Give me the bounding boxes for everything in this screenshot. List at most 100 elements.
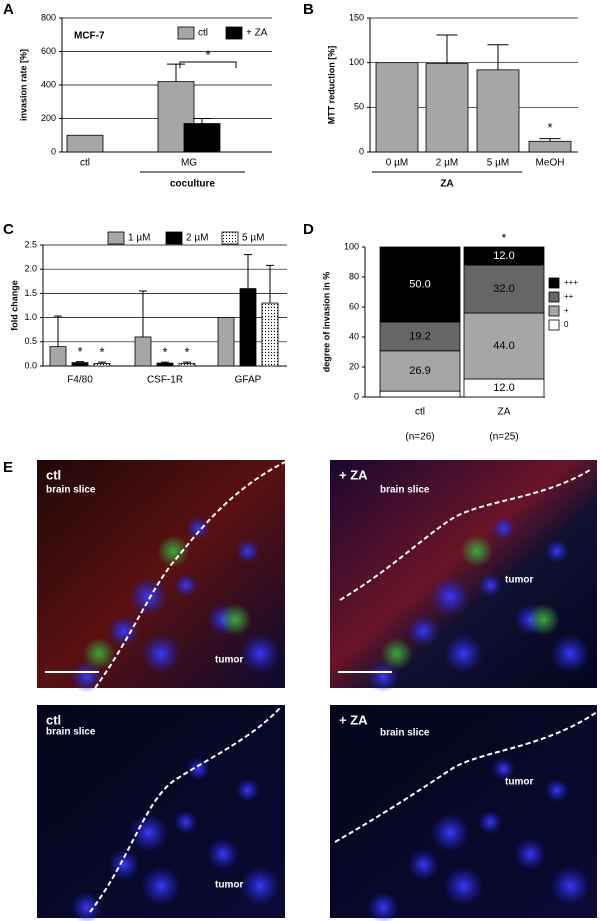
legend-swatch bbox=[177, 26, 195, 40]
cell-green bbox=[460, 535, 493, 568]
bar bbox=[217, 317, 235, 367]
cell bbox=[186, 516, 211, 541]
y-tick-label: 0 bbox=[354, 391, 359, 401]
cell bbox=[128, 812, 169, 853]
cell-green bbox=[527, 603, 560, 636]
legend-swatch bbox=[165, 231, 183, 245]
error-bar bbox=[193, 118, 211, 124]
bar-segment bbox=[463, 312, 545, 380]
y-tick-label: 150 bbox=[349, 12, 364, 22]
significance-bracket bbox=[179, 61, 237, 68]
cell bbox=[544, 539, 569, 564]
error-bar bbox=[167, 63, 185, 82]
bar bbox=[183, 123, 221, 153]
y-tick-label: 1.5 bbox=[24, 288, 37, 298]
y-axis-label: invasion rate [%] bbox=[18, 49, 28, 121]
y-tick-label: 2.0 bbox=[24, 264, 37, 274]
legend-swatch bbox=[548, 305, 560, 317]
significance: * bbox=[547, 120, 552, 135]
bar-segment bbox=[379, 390, 461, 398]
cell-green bbox=[219, 603, 252, 636]
region-label: tumor bbox=[505, 777, 533, 788]
cell bbox=[173, 573, 198, 598]
bar bbox=[528, 140, 572, 153]
cell bbox=[240, 633, 281, 674]
boundary bbox=[339, 469, 591, 601]
legend-label: + bbox=[564, 306, 569, 315]
region-label: brain slice bbox=[46, 727, 96, 738]
y-tick-label: 60 bbox=[349, 301, 359, 311]
cell bbox=[367, 891, 400, 921]
bar bbox=[239, 288, 257, 367]
value-label: 12.0 bbox=[493, 250, 514, 262]
cell bbox=[141, 866, 181, 907]
value-label: 26.9 bbox=[409, 365, 430, 377]
legend-swatch bbox=[548, 319, 560, 331]
bar bbox=[178, 363, 196, 367]
x-tick-label: F4/80 bbox=[67, 375, 93, 386]
legend-swatch bbox=[221, 231, 239, 245]
y-tick-label: 20 bbox=[349, 361, 359, 371]
x-tick-label: GFAP bbox=[235, 375, 262, 386]
y-tick-label: 2.5 bbox=[24, 239, 37, 249]
bar bbox=[476, 69, 520, 153]
legend-label: ++ bbox=[564, 292, 574, 301]
y-tick-label: 0.5 bbox=[24, 336, 37, 346]
cell bbox=[186, 756, 211, 781]
y-axis-label: MTT reduction [%] bbox=[326, 46, 336, 125]
y-tick-label: 0 bbox=[359, 146, 364, 156]
cell bbox=[443, 866, 484, 907]
bar bbox=[156, 362, 174, 367]
cell bbox=[550, 866, 591, 907]
bar bbox=[375, 62, 419, 153]
legend-label: 2 µM bbox=[186, 233, 208, 244]
x-tick-label: MG bbox=[181, 158, 197, 169]
panel-letter: E bbox=[3, 459, 13, 476]
significance: * bbox=[502, 231, 507, 245]
cell bbox=[478, 810, 503, 835]
legend-swatch bbox=[548, 291, 560, 303]
cell bbox=[235, 539, 260, 564]
cell-green bbox=[157, 535, 190, 568]
y-tick-label: 600 bbox=[41, 46, 56, 56]
y-tick-label: 400 bbox=[41, 79, 56, 89]
legend-label: +++ bbox=[564, 278, 578, 287]
condition-label: + ZA bbox=[339, 467, 368, 482]
group-label: ZA bbox=[440, 179, 453, 190]
significance: * bbox=[184, 345, 189, 360]
bar-segment bbox=[463, 246, 545, 266]
group-label: coculture bbox=[170, 179, 215, 190]
boundary bbox=[94, 461, 286, 689]
y-tick-label: 800 bbox=[41, 12, 56, 22]
y-tick-label: 100 bbox=[344, 241, 359, 251]
legend-swatch bbox=[225, 26, 243, 40]
legend-label: 1 µM bbox=[128, 233, 150, 244]
cell bbox=[240, 866, 281, 907]
cell-green bbox=[83, 637, 115, 670]
region-label: brain slice bbox=[380, 728, 430, 739]
cell bbox=[407, 848, 440, 881]
cell-green bbox=[380, 637, 413, 670]
cell bbox=[514, 838, 547, 871]
legend-swatch bbox=[107, 231, 125, 245]
legend-label: 5 µM bbox=[242, 233, 264, 244]
bar bbox=[425, 63, 469, 153]
bar bbox=[261, 302, 279, 367]
cell bbox=[478, 573, 503, 598]
panel-letter: D bbox=[303, 221, 314, 238]
value-label: 44.0 bbox=[493, 340, 514, 352]
condition-label: ctl bbox=[46, 467, 61, 482]
error-bar bbox=[183, 361, 191, 364]
legend-swatch bbox=[548, 277, 560, 289]
region-label: tumor bbox=[215, 655, 243, 666]
error-bar bbox=[161, 361, 169, 364]
cell bbox=[550, 633, 591, 674]
x-tick-label: ctl bbox=[80, 158, 90, 169]
y-axis-label: fold change bbox=[9, 280, 19, 331]
cell bbox=[491, 756, 516, 781]
y-tick-label: 80 bbox=[349, 271, 359, 281]
cell bbox=[107, 615, 140, 647]
x-tick-label: ZA bbox=[498, 407, 511, 418]
cell bbox=[173, 810, 198, 835]
